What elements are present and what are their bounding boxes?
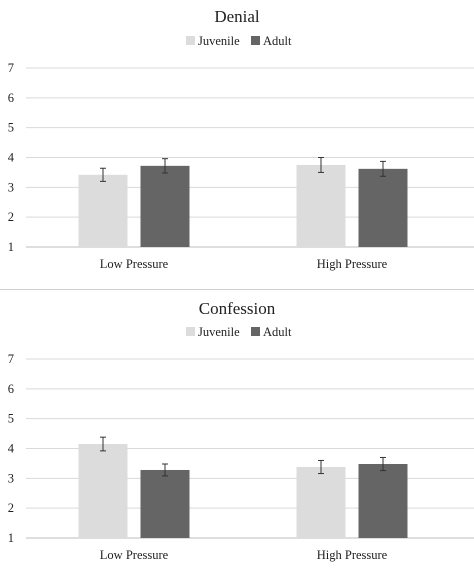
category-label: High Pressure: [317, 257, 388, 271]
legend-swatch-adult: [251, 327, 260, 336]
bar-juvenile: [78, 174, 128, 247]
denial-chart-panel: Denial Juvenile Adult 1 2 3 4 5 6 7 Low Pressure Hi…: [8, 7, 474, 271]
legend-label-adult: Adult: [263, 34, 292, 48]
bar-juvenile: [78, 444, 128, 538]
panel-divider: [0, 289, 474, 290]
legend-swatch-adult: [251, 36, 260, 45]
y-tick-label: 5: [8, 412, 14, 426]
y-tick-label: 4: [8, 151, 15, 165]
legend-swatch-juvenile: [186, 36, 195, 45]
y-tick-label: 1: [8, 531, 14, 545]
y-tick-label: 1: [8, 240, 14, 254]
category-label: High Pressure: [317, 548, 388, 562]
y-tick-label: 6: [8, 91, 14, 105]
y-tick-label: 7: [8, 61, 14, 75]
y-tick-label: 2: [8, 210, 14, 224]
bar-adult: [358, 464, 408, 538]
y-tick-label: 3: [8, 180, 14, 194]
y-tick-label: 7: [8, 352, 14, 366]
category-label: Low Pressure: [100, 548, 169, 562]
chart-title: Denial: [214, 7, 260, 26]
legend-label-juvenile: Juvenile: [198, 34, 240, 48]
y-tick-label: 5: [8, 121, 14, 135]
bar-juvenile: [296, 164, 346, 247]
confession-chart: Confession Juvenile Adult 1 2 3 4 5 6 7 Low Pressu…: [8, 299, 474, 562]
y-tick-label: 6: [8, 382, 14, 396]
bar-adult: [140, 165, 190, 247]
bar-juvenile: [296, 466, 346, 538]
chart-title: Confession: [199, 299, 276, 318]
category-label: Low Pressure: [100, 257, 169, 271]
bar-adult: [358, 168, 408, 247]
legend-label-juvenile: Juvenile: [198, 325, 240, 339]
legend-swatch-juvenile: [186, 327, 195, 336]
legend-label-adult: Adult: [263, 325, 292, 339]
y-tick-label: 2: [8, 501, 14, 515]
bar-adult: [140, 469, 190, 538]
confession-chart-panel: Confession Juvenile Adult 1 2 3 4 5 6 7 Low Pressu…: [0, 291, 474, 568]
y-tick-label: 3: [8, 471, 14, 485]
denial-chart: Denial Juvenile Adult 1 2 3 4 5 6 7 Low Pressure Hi…: [8, 7, 474, 271]
y-tick-label: 4: [8, 442, 15, 456]
